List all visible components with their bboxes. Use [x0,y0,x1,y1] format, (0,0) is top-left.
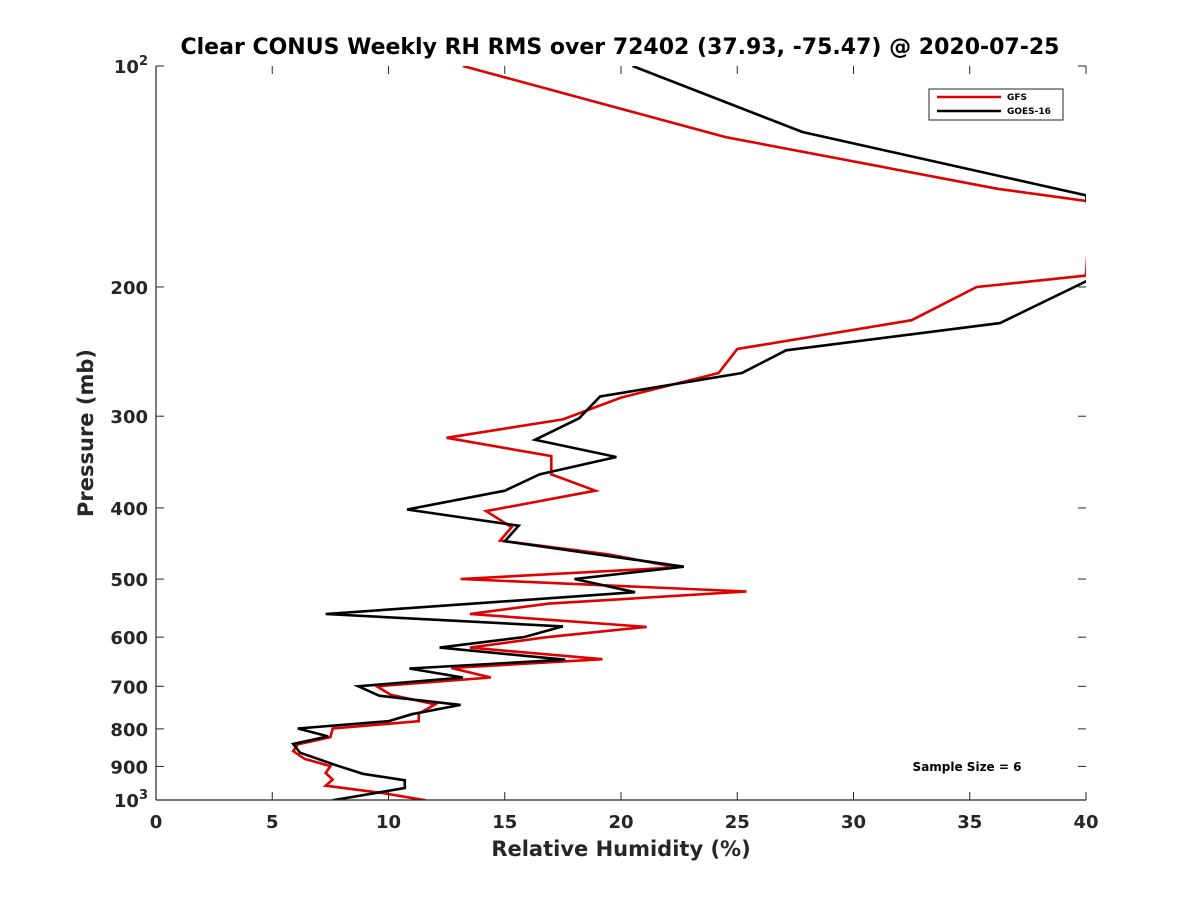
axes [155,66,1086,801]
legend-items: GFS GOES-16 [937,93,1051,117]
y-tick-label: 500 [110,570,148,591]
x-ticks: 0 5 10 15 20 25 30 35 40 [150,66,1099,833]
y-tick-label: 700 [110,677,148,698]
x-tick-label: 15 [492,812,517,833]
x-tick-label: 40 [1073,812,1098,833]
x-axis-label: Relative Humidity (%) [491,837,750,861]
sample-size-annotation: Sample Size = 6 [913,760,1022,774]
legend-box [928,88,1064,121]
series-line-goes-16 [290,66,1086,800]
x-tick-label: 20 [608,812,633,833]
y-ticks: 102 200 300 400 500 600 700 800 900 103 [110,54,1086,812]
x-tick-label: 30 [841,812,866,833]
y-tick-label: 103 [114,788,148,812]
x-tick-label: 5 [266,812,279,833]
series-line-gfs [291,66,1086,800]
legend: GFS GOES-16 [928,88,1064,121]
x-tick-label: 10 [376,812,401,833]
y-axis-label: Pressure (mb) [74,349,98,517]
series-layer [290,66,1086,800]
y-tick-label: 400 [110,499,148,520]
x-tick-label: 35 [957,812,982,833]
x-tick-label: 25 [725,812,750,833]
y-tick-label: 102 [114,54,148,78]
chart-title: Clear CONUS Weekly RH RMS over 72402 (37… [181,35,1060,60]
legend-label: GOES-16 [1007,107,1051,117]
legend-label: GFS [1007,93,1027,103]
y-tick-label: 300 [110,407,148,428]
y-tick-label: 800 [110,720,148,741]
x-tick-label: 0 [150,812,163,833]
y-tick-label: 900 [110,757,148,778]
y-tick-label: 600 [110,628,148,649]
y-tick-label: 200 [110,278,148,299]
